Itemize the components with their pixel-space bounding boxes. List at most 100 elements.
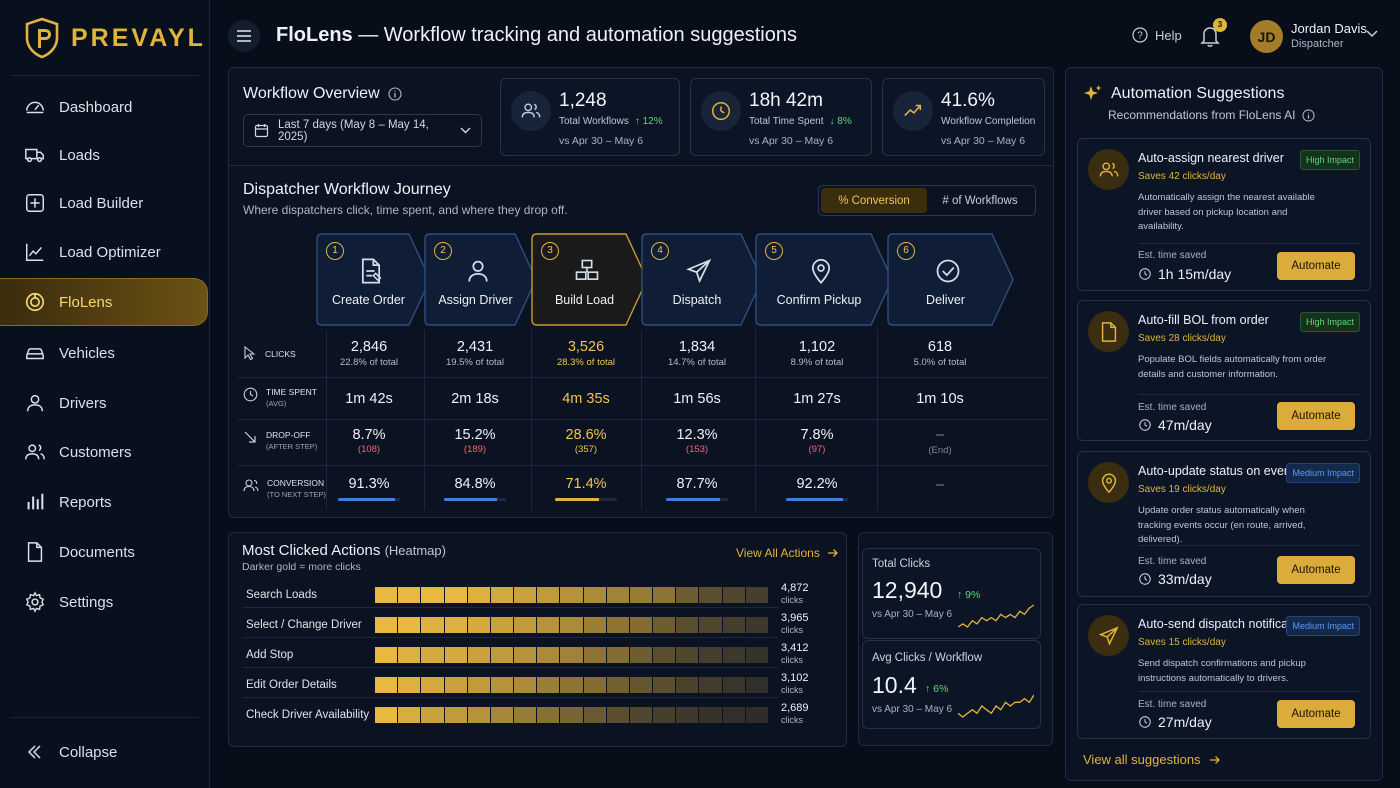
time-value: 1m 42s <box>345 391 393 407</box>
journey-cell: 2m 18s <box>425 391 525 407</box>
heatmap-cell <box>421 707 444 723</box>
kpi-compare: vs Apr 30 – May 6 <box>559 135 644 147</box>
heatmap-cell <box>375 587 398 603</box>
time-value: 2m 18s <box>451 391 499 407</box>
automate-button[interactable]: Automate <box>1277 402 1355 430</box>
users-icon <box>243 479 259 492</box>
sidebar-item-vehicles[interactable]: Vehicles <box>0 329 210 377</box>
chevron-down-icon[interactable] <box>1366 30 1378 38</box>
avatar[interactable]: JD <box>1250 20 1283 53</box>
brand-logo[interactable]: PREVAYL <box>24 17 206 59</box>
arrow-down-right-icon <box>244 431 256 443</box>
sidebar-item-documents[interactable]: Documents <box>0 528 210 576</box>
heatmap-row[interactable]: Add Stop 3,412 clicks <box>242 642 809 668</box>
journey-cell: 8.7% (108) <box>319 427 419 455</box>
clock-icon <box>243 387 258 402</box>
sidebar-item-label: Dashboard <box>59 98 133 116</box>
heatmap-cell <box>490 587 514 603</box>
heatmap-row[interactable]: Search Loads 4,872 clicks <box>242 582 809 608</box>
cursor-icon <box>244 346 256 360</box>
journey-step[interactable]: 6 Deliver <box>887 233 1014 326</box>
sidebar-item-reports[interactable]: Reports <box>0 478 210 526</box>
heatmap-cell <box>653 617 676 633</box>
heatmap-row[interactable]: Select / Change Driver 3,965 clicks <box>242 612 809 638</box>
suggestion-description: Send dispatch confirmations and pickup i… <box>1138 658 1306 684</box>
heatmap-count: 4,872 clicks <box>781 582 809 606</box>
view-all-suggestions-link[interactable]: View all suggestions <box>1083 752 1221 767</box>
heatmap-row-label: Add Stop <box>246 649 294 661</box>
journey-step[interactable]: 4 Dispatch <box>641 233 763 326</box>
help-link[interactable]: ? Help <box>1132 27 1182 43</box>
journey-step[interactable]: 1 Create Order <box>316 233 431 326</box>
clicks-value: 1,102 <box>798 339 836 355</box>
automate-button[interactable]: Automate <box>1277 700 1355 728</box>
step-number: 3 <box>541 242 559 260</box>
heatmap-row[interactable]: Check Driver Availability 2,689 clicks <box>242 702 809 728</box>
sidebar-item-load-optimizer[interactable]: Load Optimizer <box>0 228 210 276</box>
info-icon[interactable] <box>1302 108 1316 122</box>
heatmap-cell <box>629 677 653 693</box>
column-divider <box>641 330 642 510</box>
sidebar-item-customers[interactable]: Customers <box>0 428 210 476</box>
clock-icon <box>712 102 730 120</box>
est-time-label: Est. time saved <box>1138 699 1207 710</box>
heatmap-row[interactable]: Edit Order Details 3,102 clicks <box>242 672 809 698</box>
est-time-label: Est. time saved <box>1138 402 1207 413</box>
heatmap-count-value: 3,965 <box>781 612 809 624</box>
clicks-value: 618 <box>927 339 953 355</box>
journey-step[interactable]: 2 Assign Driver <box>424 233 537 326</box>
menu-button[interactable] <box>228 20 260 52</box>
journey-cell: 91.3% <box>319 476 419 501</box>
divider <box>1138 545 1360 546</box>
heatmap-cell <box>444 707 467 723</box>
people-icon <box>25 444 45 460</box>
dropoff-label: DROP-OFF <box>266 430 311 440</box>
kpi-value: 1,248 <box>559 90 607 111</box>
double-chevron-left-icon <box>27 745 41 759</box>
arrow-right-icon <box>827 549 838 557</box>
heatmap-cell <box>653 677 676 693</box>
shield-logo-icon <box>25 17 59 59</box>
map-pin-icon <box>1101 473 1116 493</box>
heatmap-cell <box>537 617 560 633</box>
notifications-button[interactable]: 3 <box>1200 18 1227 50</box>
step-number: 6 <box>897 242 915 260</box>
kpi-card: 41.6% Workflow Completion vs Apr 30 – Ma… <box>882 78 1045 156</box>
sidebar-item-load-builder[interactable]: Load Builder <box>0 179 210 227</box>
heatmap-count: 2,689 clicks <box>781 702 809 726</box>
journey-cell: 3,526 28.3% of total <box>536 339 636 368</box>
sidebar-item-loads[interactable]: Loads <box>0 131 210 179</box>
journey-cell: 71.4% <box>536 476 636 501</box>
journey-step[interactable]: 3 Build Load <box>531 233 648 326</box>
toggle-conversion[interactable]: % Conversion <box>821 188 927 213</box>
divider <box>1138 243 1360 244</box>
sidebar-item-flolens[interactable]: FloLens <box>0 278 208 326</box>
sidebar-item-label: Load Builder <box>59 194 144 212</box>
date-range-select[interactable]: Last 7 days (May 8 – May 14, 2025) <box>243 114 482 147</box>
collapse-button[interactable]: Collapse <box>0 728 210 776</box>
automation-title-text: Automation Suggestions <box>1111 85 1285 102</box>
toggle-workflow-count[interactable]: # of Workflows <box>942 194 1018 207</box>
heatmap-count-unit: clicks <box>781 595 803 605</box>
heatmap-cell <box>560 617 583 633</box>
step-chevron-shape <box>316 233 431 326</box>
automate-button[interactable]: Automate <box>1277 252 1355 280</box>
suggestion-title: Auto-fill BOL from order <box>1138 313 1269 327</box>
automate-button[interactable]: Automate <box>1277 556 1355 584</box>
heatmap-count: 3,412 clicks <box>781 642 809 666</box>
step-number: 2 <box>434 242 452 260</box>
info-icon[interactable] <box>388 87 402 101</box>
dropoff-value: 28.6% <box>565 427 607 443</box>
heatmap-cell <box>467 677 490 693</box>
view-all-actions-link[interactable]: View All Actions <box>736 546 839 560</box>
heatmap-cell <box>629 617 653 633</box>
sidebar-item-drivers[interactable]: Drivers <box>0 379 210 427</box>
row-label-dropoff: DROP-OFF (AFTER STEP) <box>243 430 317 452</box>
sidebar-item-dashboard[interactable]: Dashboard <box>0 83 210 131</box>
heatmap-cell <box>398 677 421 693</box>
journey-step[interactable]: 5 Confirm Pickup <box>755 233 893 326</box>
heatmap-cell <box>653 707 676 723</box>
column-divider <box>424 330 425 510</box>
row-label-conversion: CONVERSION (TO NEXT STEP) <box>243 478 326 500</box>
sidebar-item-settings[interactable]: Settings <box>0 578 210 626</box>
